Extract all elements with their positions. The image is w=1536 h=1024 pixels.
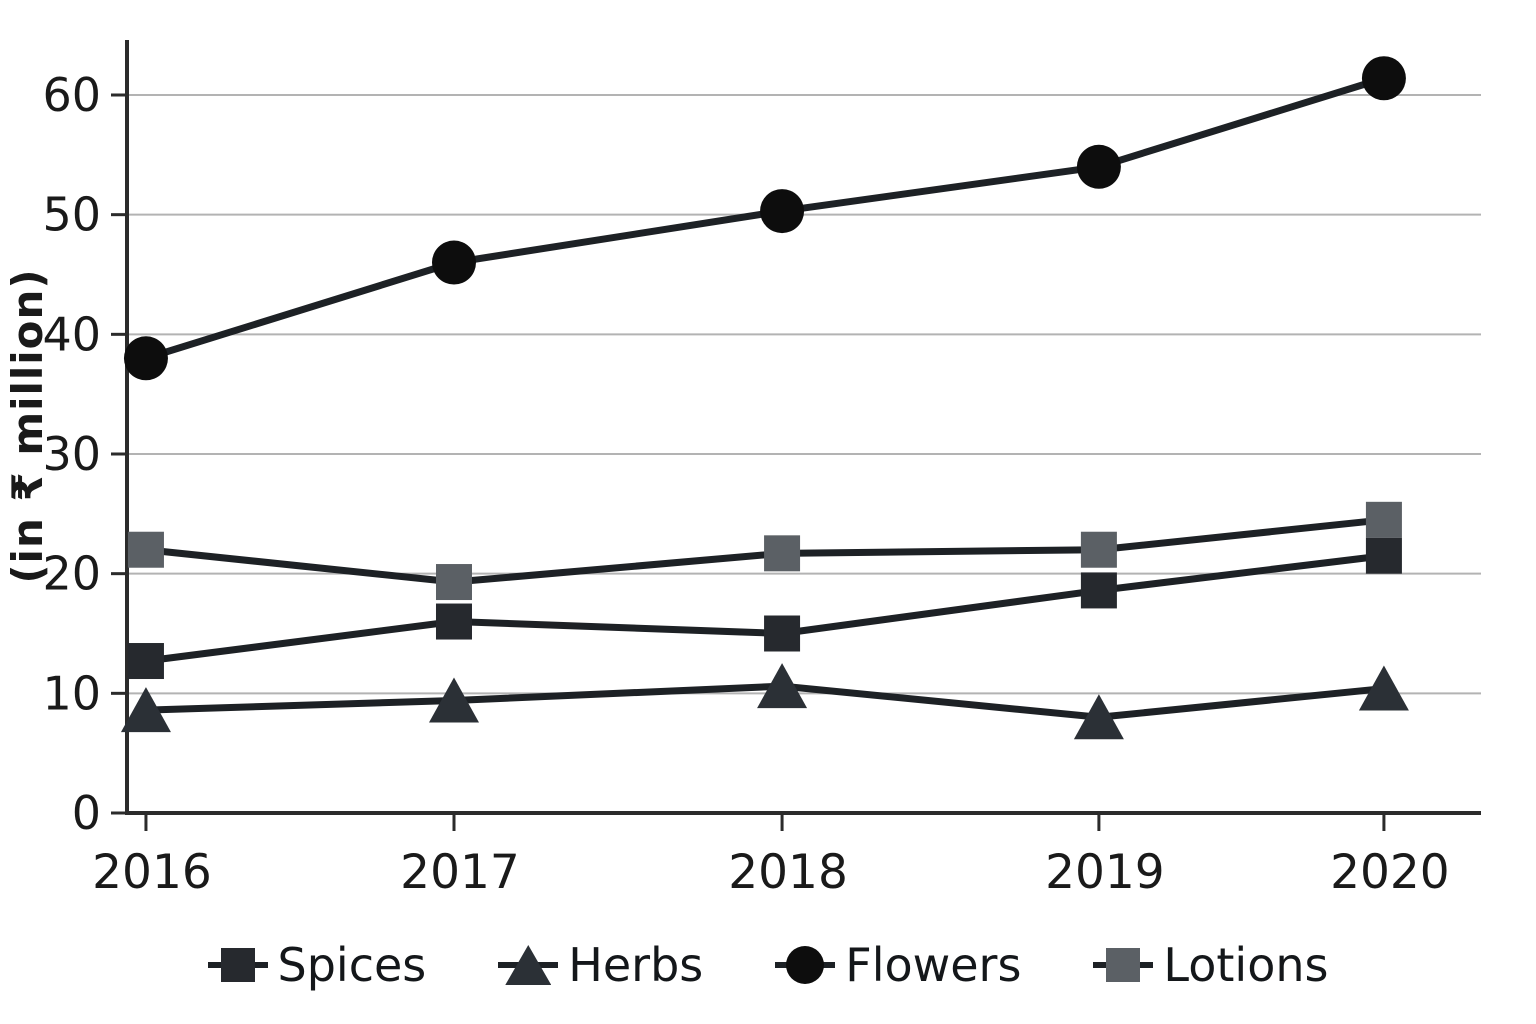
legend-label: Flowers bbox=[845, 938, 1022, 992]
data-point-herbs-2019 bbox=[1073, 694, 1124, 740]
data-point-lotions-2016 bbox=[127, 531, 164, 568]
legend-label: Herbs bbox=[568, 938, 704, 992]
data-point-flowers-2018 bbox=[760, 189, 805, 234]
data-point-lotions-2020 bbox=[1365, 501, 1402, 538]
x-tick-label-2020: 2020 bbox=[1330, 845, 1450, 900]
x-tick-label-2017: 2017 bbox=[400, 845, 520, 900]
chart-legend: Spices Herbs Flowers Lotions bbox=[0, 925, 1536, 1005]
data-point-spices-2018 bbox=[764, 615, 801, 652]
legend-item-spices: Spices bbox=[207, 938, 427, 992]
x-tick-label-2019: 2019 bbox=[1045, 845, 1165, 900]
data-point-spices-2019 bbox=[1080, 572, 1117, 609]
data-point-spices-2017 bbox=[435, 603, 472, 640]
y-tick-label-30: 30 bbox=[42, 427, 101, 481]
y-tick-label-10: 10 bbox=[42, 666, 101, 720]
data-point-herbs-2016 bbox=[120, 687, 171, 733]
y-tick-label-60: 60 bbox=[42, 68, 101, 122]
y-tick-label-20: 20 bbox=[42, 547, 101, 601]
legend-marker-square-icon bbox=[1093, 941, 1154, 989]
data-point-flowers-2016 bbox=[123, 336, 168, 381]
legend-item-flowers: Flowers bbox=[775, 938, 1021, 992]
legend-item-lotions: Lotions bbox=[1093, 938, 1328, 992]
data-point-lotions-2017 bbox=[435, 564, 472, 601]
data-point-herbs-2017 bbox=[428, 677, 479, 723]
data-point-flowers-2017 bbox=[431, 240, 476, 285]
legend-label: Lotions bbox=[1163, 938, 1329, 992]
data-point-spices-2016 bbox=[127, 643, 164, 680]
data-point-herbs-2018 bbox=[757, 663, 808, 709]
y-axis-title: (in ₹ million) bbox=[3, 268, 52, 584]
data-point-spices-2020 bbox=[1365, 537, 1402, 574]
legend-label: Spices bbox=[277, 938, 427, 992]
y-tick-label-40: 40 bbox=[42, 307, 101, 361]
y-tick-label-50: 50 bbox=[42, 188, 101, 242]
y-tick-label-0: 0 bbox=[72, 786, 101, 840]
legend-marker-triangle-icon bbox=[498, 941, 559, 989]
data-point-lotions-2018 bbox=[764, 535, 801, 572]
legend-marker-square-icon bbox=[207, 941, 268, 989]
x-tick-label-2016: 2016 bbox=[92, 845, 212, 900]
x-tick-label-2018: 2018 bbox=[728, 845, 848, 900]
legend-marker-circle-icon bbox=[775, 941, 836, 989]
data-point-lotions-2019 bbox=[1080, 531, 1117, 568]
data-point-herbs-2020 bbox=[1358, 665, 1409, 711]
data-point-flowers-2019 bbox=[1076, 144, 1121, 189]
legend-item-herbs: Herbs bbox=[498, 938, 703, 992]
data-point-flowers-2020 bbox=[1361, 56, 1406, 101]
